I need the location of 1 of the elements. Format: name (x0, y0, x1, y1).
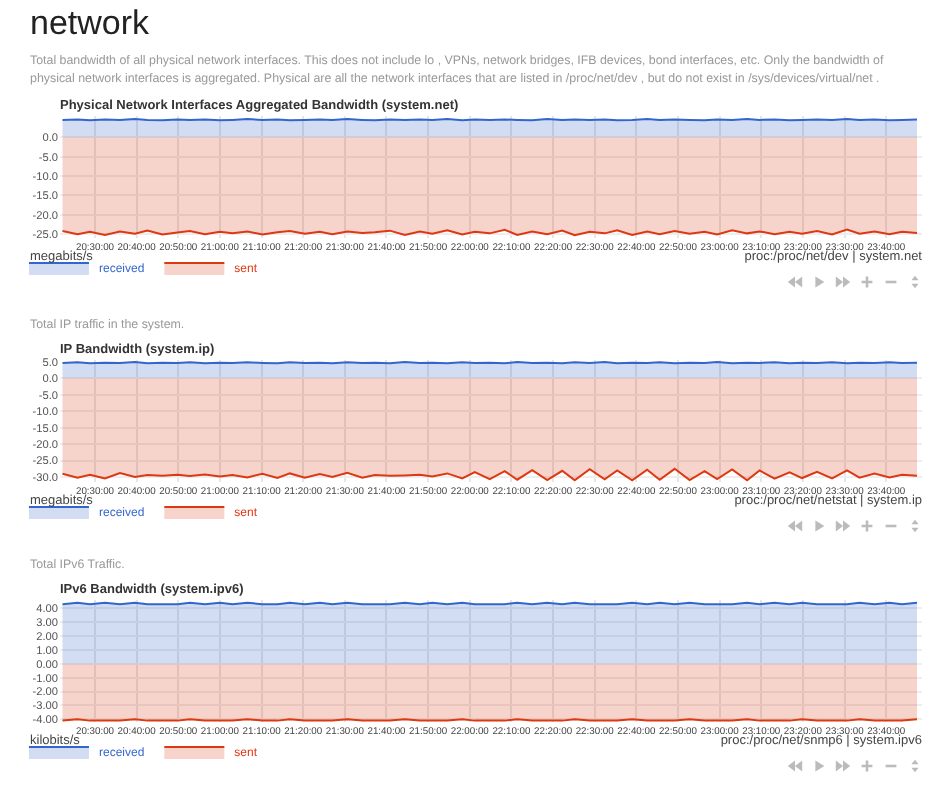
text: network (30, 4, 152, 46)
